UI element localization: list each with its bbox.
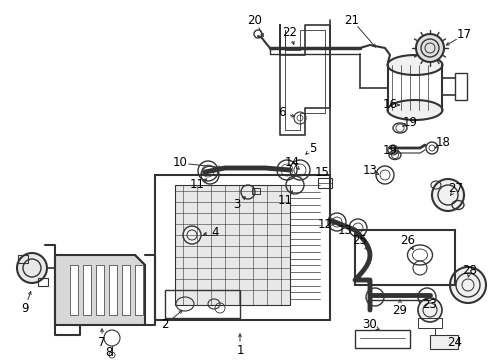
Text: 16: 16 xyxy=(382,99,397,112)
Circle shape xyxy=(17,253,47,283)
Text: 27: 27 xyxy=(447,181,463,194)
Circle shape xyxy=(449,267,485,303)
Bar xyxy=(70,265,78,315)
Bar xyxy=(83,265,91,315)
Bar xyxy=(429,335,457,349)
Text: 22: 22 xyxy=(282,27,297,40)
Bar xyxy=(417,318,441,328)
Bar xyxy=(175,185,289,305)
Text: 11: 11 xyxy=(277,194,292,207)
Text: 9: 9 xyxy=(21,302,29,315)
Text: 13: 13 xyxy=(362,163,377,176)
Bar xyxy=(109,265,117,315)
Text: 19: 19 xyxy=(382,144,397,157)
Bar xyxy=(164,290,240,318)
Circle shape xyxy=(417,298,441,322)
Bar xyxy=(122,265,130,315)
Text: 23: 23 xyxy=(422,298,437,311)
Text: 3: 3 xyxy=(233,198,240,211)
Text: 13: 13 xyxy=(337,224,352,237)
Bar xyxy=(354,330,409,348)
Ellipse shape xyxy=(386,100,442,120)
Text: 25: 25 xyxy=(352,234,366,247)
Text: 24: 24 xyxy=(447,336,462,348)
Text: 18: 18 xyxy=(435,136,449,149)
Text: 7: 7 xyxy=(98,336,105,348)
Text: 11: 11 xyxy=(189,179,204,192)
Bar xyxy=(155,175,329,320)
Text: 14: 14 xyxy=(284,156,299,168)
Text: 10: 10 xyxy=(172,157,187,170)
Bar xyxy=(251,188,260,194)
Text: 20: 20 xyxy=(247,13,262,27)
Ellipse shape xyxy=(386,55,442,75)
Polygon shape xyxy=(55,255,145,325)
Text: 26: 26 xyxy=(400,234,415,247)
Bar xyxy=(96,265,104,315)
Bar xyxy=(317,178,331,188)
Bar xyxy=(135,265,142,315)
Text: 30: 30 xyxy=(362,319,377,332)
Text: 17: 17 xyxy=(456,28,470,41)
Text: 12: 12 xyxy=(317,217,332,230)
Text: 29: 29 xyxy=(392,303,407,316)
Text: 1: 1 xyxy=(236,343,243,356)
Text: 8: 8 xyxy=(105,346,112,359)
Text: 19: 19 xyxy=(402,116,417,129)
Text: 4: 4 xyxy=(211,225,218,238)
Bar xyxy=(454,73,466,100)
Circle shape xyxy=(183,226,201,244)
Bar xyxy=(38,278,48,286)
Text: 2: 2 xyxy=(161,319,168,332)
Bar xyxy=(354,230,454,285)
Circle shape xyxy=(431,179,463,211)
Text: 5: 5 xyxy=(309,141,316,154)
Bar xyxy=(18,255,28,263)
Text: 28: 28 xyxy=(462,264,476,276)
Text: 15: 15 xyxy=(314,166,329,179)
Circle shape xyxy=(415,34,443,62)
Text: 21: 21 xyxy=(344,13,359,27)
Text: 6: 6 xyxy=(278,105,285,118)
